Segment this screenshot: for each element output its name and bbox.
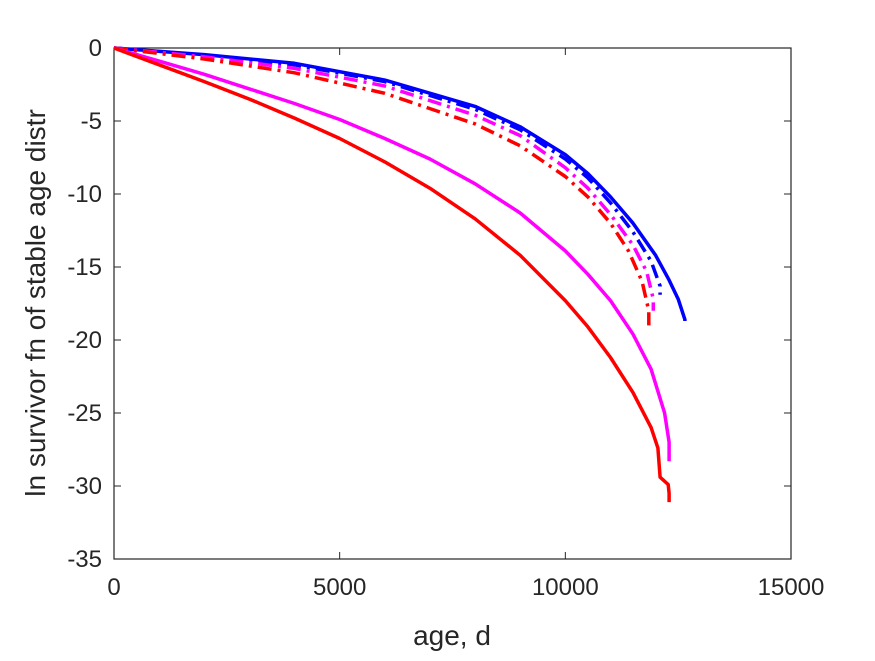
x-tick-label: 0 bbox=[107, 574, 120, 601]
y-tick-label: -20 bbox=[67, 327, 102, 354]
y-tick-label: -10 bbox=[67, 181, 102, 208]
y-tick-label: -15 bbox=[67, 254, 102, 281]
x-tick-label: 15000 bbox=[758, 574, 825, 601]
series-line-3 bbox=[113, 46, 656, 311]
x-tick-label: 10000 bbox=[532, 574, 599, 601]
tick-group: 0 5000 10000 15000 0 -5 -10 -15 -20 -25 -30 -35 bbox=[67, 35, 824, 601]
x-tick-label: 5000 bbox=[313, 574, 366, 601]
series-line-6 bbox=[113, 46, 671, 503]
y-axis-label: ln survivor fn of stable age distr bbox=[20, 109, 51, 497]
y-tick-label: -35 bbox=[67, 546, 102, 573]
y-tick-label: -25 bbox=[67, 400, 102, 427]
x-axis-label: age, d bbox=[413, 620, 491, 651]
series-line-5 bbox=[113, 46, 671, 462]
series-group bbox=[113, 46, 687, 503]
plot-area bbox=[113, 47, 792, 560]
series-line-2 bbox=[113, 46, 662, 295]
y-tick-label: 0 bbox=[89, 35, 102, 62]
y-tick-label: -5 bbox=[81, 108, 102, 135]
y-tick-label: -30 bbox=[67, 473, 102, 500]
series-line-4 bbox=[113, 46, 651, 326]
